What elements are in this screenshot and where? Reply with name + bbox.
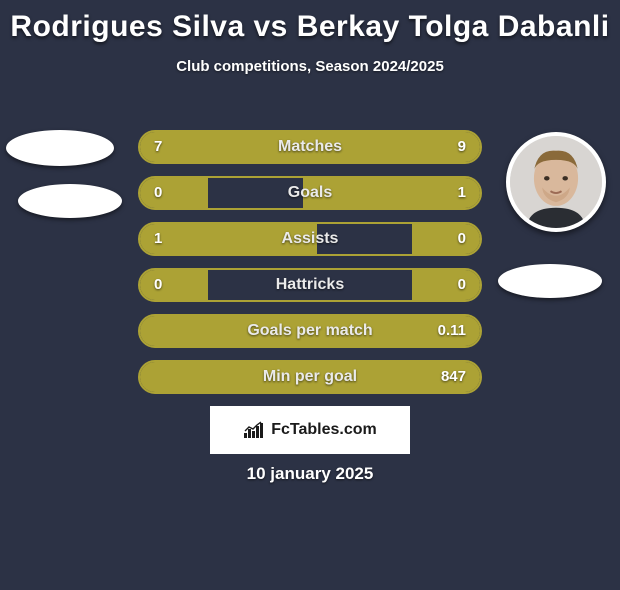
stat-left-value: 0 — [154, 276, 162, 293]
stat-right-value: 0 — [458, 230, 466, 247]
stat-label: Matches — [140, 138, 480, 156]
right-player-avatar — [506, 132, 606, 232]
stat-right-value: 1 — [458, 184, 466, 201]
stat-label: Min per goal — [140, 368, 480, 386]
stat-row: Min per goal847 — [138, 360, 482, 394]
stat-row: Goals per match0.11 — [138, 314, 482, 348]
stat-bars: Matches79Goals01Assists10Hattricks00Goal… — [138, 130, 482, 406]
page-title: Rodrigues Silva vs Berkay Tolga Dabanli — [0, 10, 620, 44]
stat-label: Hattricks — [140, 276, 480, 294]
stat-left-value: 1 — [154, 230, 162, 247]
player-face-icon — [510, 136, 602, 228]
left-team-oval — [18, 184, 122, 218]
stat-label: Goals per match — [140, 322, 480, 340]
stat-row: Assists1 0 — [138, 222, 482, 256]
stat-right-value: 9 — [458, 138, 466, 155]
subtitle: Club competitions, Season 2024/2025 — [0, 58, 620, 75]
stat-left-value: 0 — [154, 184, 162, 201]
stat-row: Matches7 9 — [138, 130, 482, 164]
stat-right-value: 0 — [458, 276, 466, 293]
stat-label: Assists — [140, 230, 480, 248]
right-team-oval — [498, 264, 602, 298]
stat-right-value: 847 — [441, 368, 466, 385]
brand-footer: FcTables.com — [210, 406, 410, 454]
fctables-icon — [243, 421, 267, 439]
brand-text: FcTables.com — [271, 421, 377, 439]
date-text: 10 january 2025 — [0, 464, 620, 484]
stat-label: Goals — [140, 184, 480, 202]
stat-right-value: 0.11 — [438, 322, 466, 339]
stat-row: Hattricks0 0 — [138, 268, 482, 302]
stat-row: Goals0 1 — [138, 176, 482, 210]
left-player-placeholder — [6, 130, 114, 166]
stat-left-value: 7 — [154, 138, 162, 155]
